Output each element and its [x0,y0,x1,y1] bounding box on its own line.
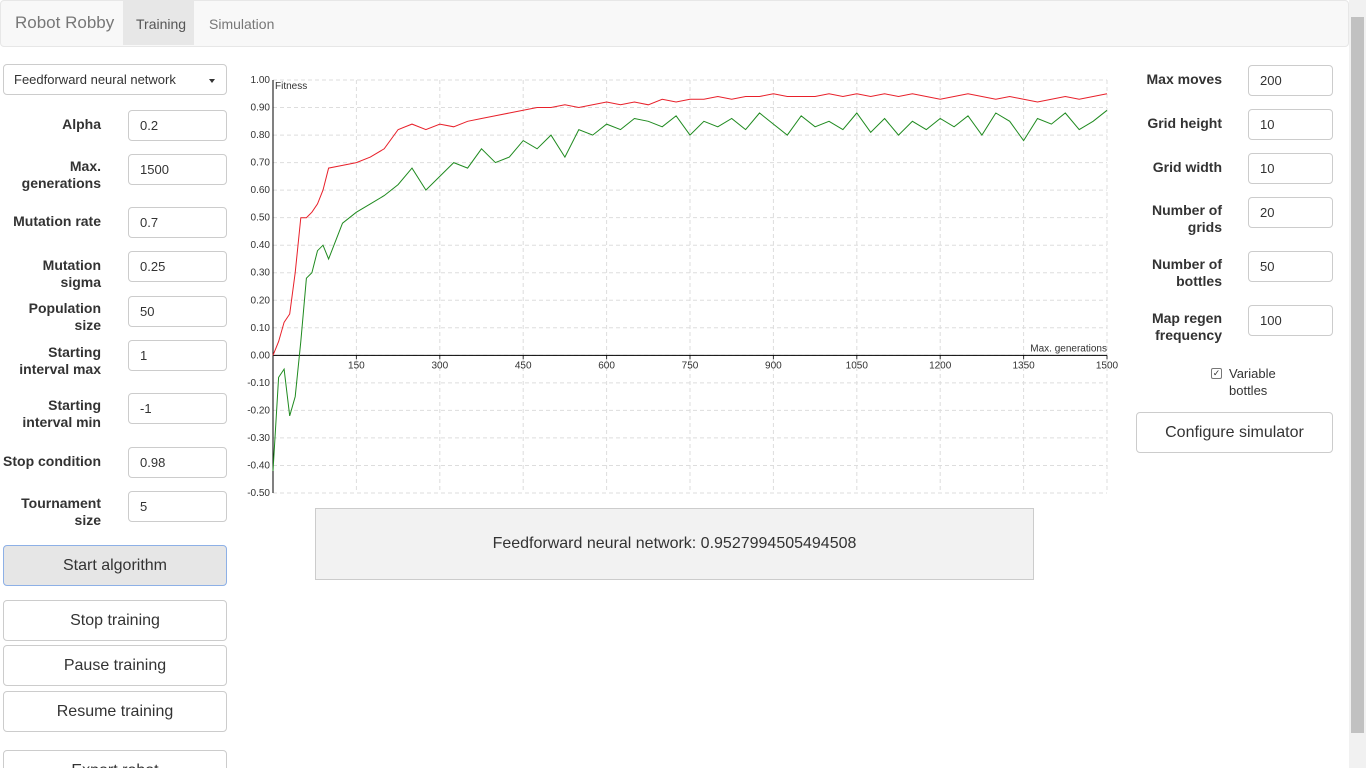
checkbox-label[interactable]: Variable bottles [1229,366,1276,398]
series-line [272,109,1108,472]
y-tick-label: -0.30 [247,433,270,444]
button[interactable]: Pause training [3,645,227,686]
button[interactable]: Resume training [3,691,227,732]
text-input[interactable]: 20 [1248,197,1333,228]
field-label: Max. generations [21,158,101,191]
field-label: Population size [28,300,101,333]
button[interactable]: Start algorithm [3,545,227,586]
y-tick-label: 0.10 [251,323,271,334]
button[interactable]: Configure simulator [1136,412,1333,453]
tab[interactable]: Simulation [209,16,275,32]
field-label: Starting interval min [22,397,101,430]
brand[interactable]: Robot Robby [15,13,115,32]
field-label: Grid height [1147,115,1222,131]
field-label: Number of grids [1152,202,1222,235]
y-tick-label: 0.90 [251,103,271,114]
field-label: Map regen frequency [1151,310,1222,343]
x-tick-label: 750 [682,360,699,371]
text-input[interactable]: 50 [128,296,227,327]
tab[interactable]: Training [123,1,194,45]
field-label: Mutation sigma [42,257,101,290]
text-input[interactable]: 0.25 [128,251,227,282]
result-box: Feedforward neural network: 0.9527994505… [315,508,1034,580]
x-tick-label: 450 [515,360,532,371]
series-line [272,93,1108,356]
text-input[interactable]: 10 [1248,153,1333,184]
field-label: Number of bottles [1152,256,1222,289]
chart: -0.50 -0.40 -0.30 -0.20 -0.10 0.00 0.10 0.20 0.3… [247,75,1119,499]
field-label: Tournament size [21,495,101,528]
field-label: Grid width [1152,159,1222,175]
button[interactable]: Stop training [3,600,227,641]
y-tick-label: 0.60 [251,185,271,196]
field-label: Mutation rate [13,213,101,229]
y-tick-label: -0.20 [247,405,270,416]
text-input[interactable]: 200 [1248,65,1333,96]
text-input[interactable]: 5 [128,491,227,522]
y-axis-label: Fitness [275,81,307,92]
y-tick-label: 0.80 [251,130,271,141]
x-tick-label: 150 [348,360,365,371]
field-label: Max moves [1146,71,1222,87]
text-input[interactable]: 1 [128,340,227,371]
checkbox[interactable]: ✓ [1211,368,1222,379]
text-input[interactable]: -1 [128,393,227,424]
text-input[interactable]: 0.7 [128,207,227,238]
y-tick-label: -0.40 [247,460,270,471]
algorithm-select[interactable]: Feedforward neural network [3,64,227,95]
x-tick-label: 1200 [929,360,952,371]
y-tick-label: 1.00 [251,75,271,86]
text-input[interactable]: 10 [1248,109,1333,140]
y-tick-label: 0.20 [251,295,271,306]
y-tick-label: -0.10 [247,378,270,389]
text-input[interactable]: 0.98 [128,447,227,478]
text-input[interactable]: 100 [1248,305,1333,336]
x-tick-label: 600 [598,360,615,371]
field-label: Alpha [62,116,101,132]
x-axis-label: Max. generations [1030,343,1107,354]
text-input[interactable]: 0.2 [128,110,227,141]
y-tick-label: -0.50 [247,488,270,499]
y-tick-label: 0.70 [251,158,271,169]
y-tick-label: 0.50 [251,213,271,224]
navbar [0,0,1349,47]
y-tick-label: 0.30 [251,268,271,279]
x-tick-label: 1350 [1012,360,1035,371]
field-label: Stop condition [3,453,101,469]
field-label: Starting interval max [19,344,101,377]
x-tick-label: 900 [765,360,782,371]
button[interactable]: Export robot [3,750,227,768]
scrollbar-thumb[interactable] [1351,17,1364,733]
y-tick-label: 0.40 [251,240,271,251]
x-tick-label: 1500 [1096,360,1119,371]
x-tick-label: 300 [431,360,448,371]
text-input[interactable]: 1500 [128,154,227,185]
x-tick-label: 1050 [846,360,869,371]
y-tick-label: 0.00 [251,350,271,361]
text-input[interactable]: 50 [1248,251,1333,282]
